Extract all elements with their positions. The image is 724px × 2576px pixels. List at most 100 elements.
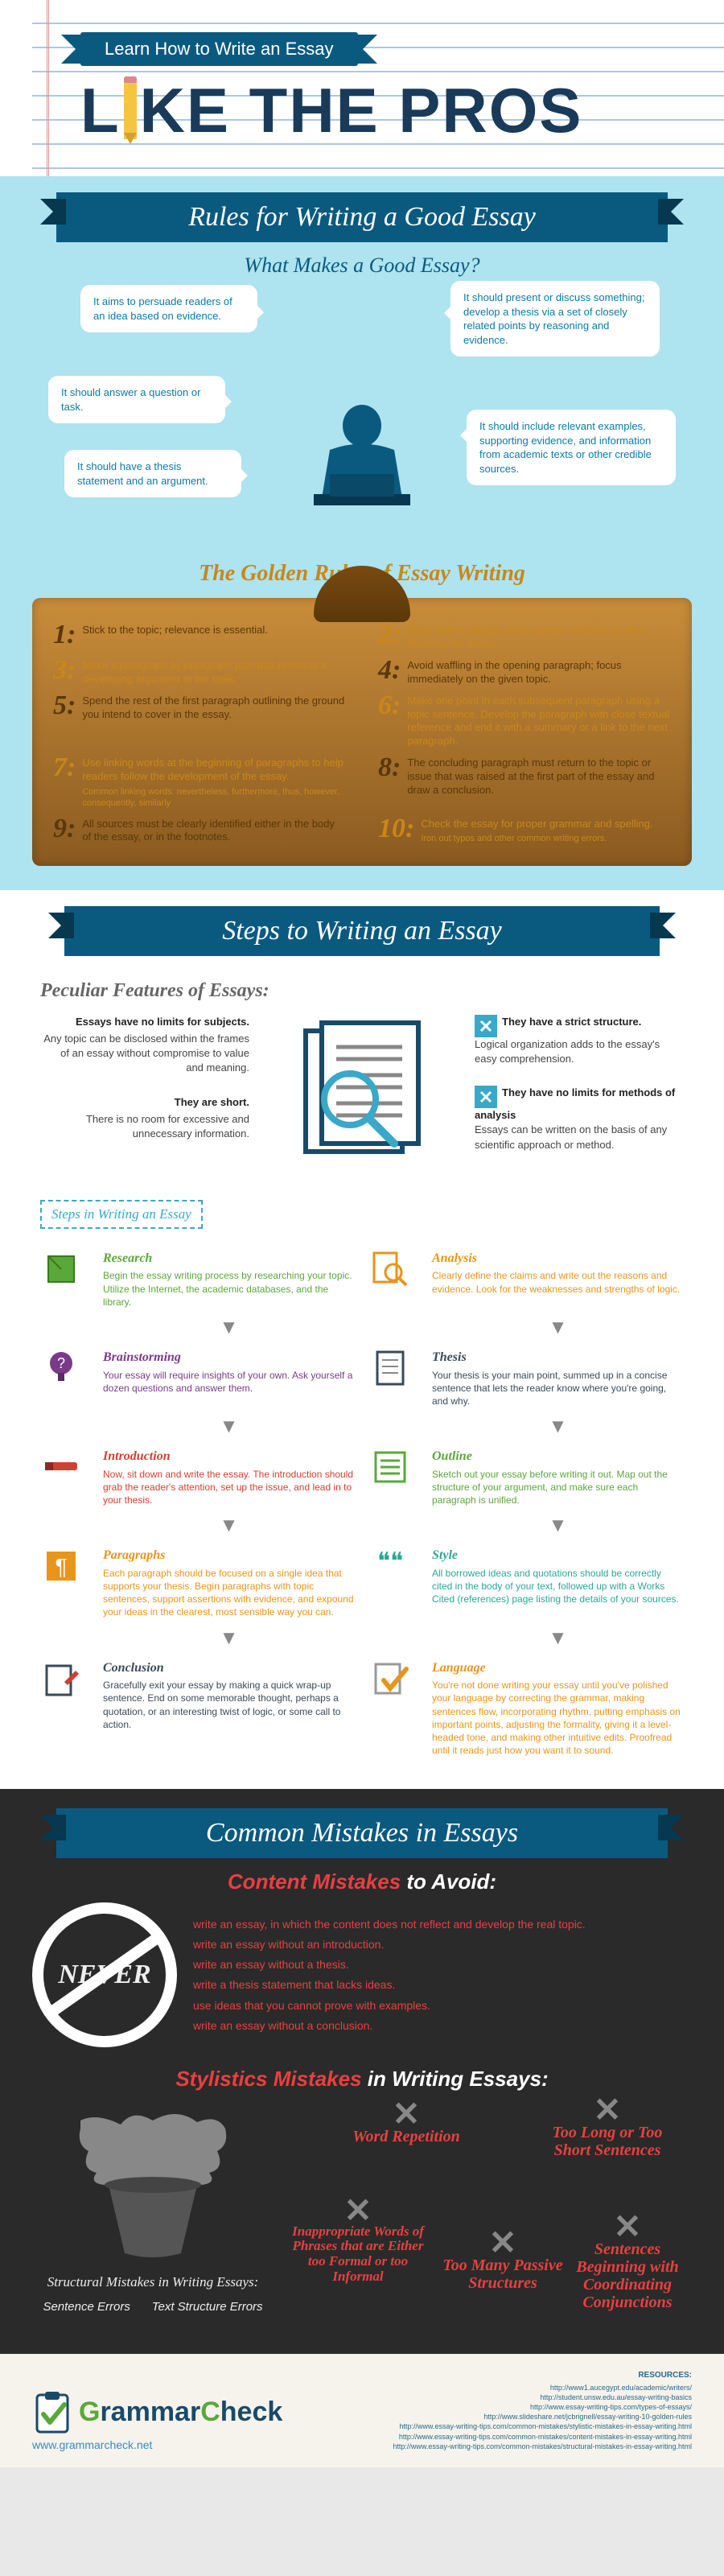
brand-block: GrammarCheck www.grammarcheck.net [32, 2390, 282, 2451]
never-badge-icon: NEVER [32, 1902, 177, 2047]
rule-item: 9:All sources must be clearly identified… [53, 818, 346, 845]
pf-item: They are short.There is no room for exce… [40, 1095, 249, 1142]
step-icon: ❝❝ [369, 1545, 411, 1587]
rule-item: 3:Make a paragraph by paragraph plan tha… [53, 659, 346, 686]
pf-item: They have no limits for methods of analy… [475, 1086, 684, 1152]
step-item: ResearchBegin the essay writing process … [103, 1248, 355, 1309]
style-mistake: Too Many Passive Structures [442, 2225, 563, 2291]
rule-item: 5:Spend the rest of the first paragraph … [53, 694, 346, 749]
rule-item: 10:Check the essay for proper grammar an… [378, 818, 671, 845]
never-item: use ideas that you cannot prove with exa… [193, 1996, 692, 2016]
step-item: ConclusionGracefully exit your essay by … [103, 1658, 355, 1731]
arrow-down-icon: ▼ [103, 1626, 355, 1651]
resources: RESOURCES: http://www1.aucegypt.edu/acad… [298, 2370, 692, 2450]
step-item: ThesisYour thesis is your main point, su… [432, 1347, 684, 1408]
arrow-down-icon: ▼ [432, 1315, 684, 1341]
peculiar-features: Essays have no limits for subjects.Any t… [40, 1015, 684, 1176]
style-mistake: Inappropriate Words of Phrases that are … [290, 2193, 426, 2284]
resource-link: http://www.essay-writing-tips.com/common… [298, 2442, 692, 2451]
resource-link: http://www.essay-writing-tips.com/common… [298, 2432, 692, 2442]
check-clipboard-icon [32, 2390, 72, 2435]
pf-item: They have a strict structure.Logical org… [475, 1015, 684, 1066]
rule-item: 2:Make sure to identify the keywords to … [378, 624, 671, 651]
style-mistake: Word Repetition [346, 2096, 467, 2145]
arrow-down-icon: ▼ [432, 1626, 684, 1651]
arrow-down-icon: ▼ [432, 1414, 684, 1440]
never-item: write an essay, in which the content doe… [193, 1914, 692, 1935]
never-item: write an essay without a conclusion. [193, 2016, 692, 2036]
never-item: write an essay without an introduction. [193, 1935, 692, 1955]
resource-link: http://www.essay-writing-tips.com/types-… [298, 2402, 692, 2412]
rule-item: 7:Use linking words at the beginning of … [53, 756, 346, 809]
step-item: IntroductionNow, sit down and write the … [103, 1446, 355, 1506]
step-item: OutlineSketch out your essay before writ… [432, 1446, 684, 1506]
header-title: LKE THE PROS [80, 74, 708, 152]
thinker-icon [290, 394, 434, 506]
style-mistake: Too Long or Too Short Sentences [547, 2092, 668, 2158]
step-item: ParagraphsEach paragraph should be focus… [103, 1545, 355, 1618]
logo: GrammarCheck [32, 2390, 282, 2435]
step-item: BrainstormingYour essay will require ins… [103, 1347, 355, 1395]
step-icon [40, 1446, 82, 1488]
banner-mistakes: Common Mistakes in Essays [56, 1808, 668, 1858]
pencil-icon [124, 83, 137, 139]
header-ribbon: Learn How to Write an Essay [80, 32, 358, 66]
document-stack-icon [274, 1015, 450, 1176]
pot-block: Structural Mistakes in Writing Essays: S… [32, 2104, 274, 2314]
section-rules: Rules for Writing a Good Essay What Make… [0, 176, 724, 890]
pot-icon [64, 2104, 241, 2265]
bubbles-area: It aims to persuade readers of an idea b… [32, 289, 692, 546]
resource-link: http://www.slideshare.net/jcbrignell/ess… [298, 2412, 692, 2421]
step-item: StyleAll borrowed ideas and quotations s… [432, 1545, 684, 1605]
content-mistakes-title: Content Mistakes to Avoid: [32, 1869, 692, 1894]
never-item: write a thesis statement that lacks idea… [193, 1975, 692, 1995]
svg-text:?: ? [57, 1355, 65, 1371]
step-icon: ¶ [40, 1545, 82, 1587]
never-block: NEVER write an essay, in which the conte… [32, 1902, 692, 2047]
bubble: It should include relevant examples, sup… [467, 410, 676, 485]
bubble: It should present or discuss something; … [450, 281, 660, 357]
never-list: write an essay, in which the content doe… [193, 1914, 692, 2036]
step-item: AnalysisClearly define the claims and wr… [432, 1248, 684, 1296]
pot-labels: Sentence Errors Text Structure Errors [32, 2300, 274, 2314]
step-item: LanguageYou're not done writing your ess… [432, 1658, 684, 1758]
resource-link: http://www1.aucegypt.edu/academic/writer… [298, 2383, 692, 2393]
svg-text:❝❝: ❝❝ [377, 1548, 403, 1575]
step-icon [369, 1446, 411, 1488]
step-icon: ? [40, 1347, 82, 1389]
arrow-down-icon: ▼ [432, 1513, 684, 1539]
never-item: write an essay without a thesis. [193, 1955, 692, 1975]
subtitle-good-essay: What Makes a Good Essay? [32, 253, 692, 278]
rule-item: 8:The concluding paragraph must return t… [378, 756, 671, 809]
footer: GrammarCheck www.grammarcheck.net RESOUR… [0, 2354, 724, 2467]
infographic-page: Learn How to Write an Essay LKE THE PROS… [0, 0, 724, 2467]
step-icon [40, 1658, 82, 1700]
rule-item: 1:Stick to the topic; relevance is essen… [53, 624, 346, 651]
bubble: It should have a thesis statement and an… [64, 450, 241, 497]
banner-steps: Steps to Writing an Essay [64, 906, 660, 956]
stylistics-cloud: Word Repetition Too Long or Too Short Se… [298, 2104, 692, 2330]
bottom-row: Structural Mistakes in Writing Essays: S… [32, 2104, 692, 2330]
pot-title: Structural Mistakes in Writing Essays: [32, 2274, 274, 2290]
peculiar-title: Peculiar Features of Essays: [40, 980, 684, 1002]
pf-item: Essays have no limits for subjects.Any t… [40, 1015, 249, 1076]
arrow-down-icon: ▼ [103, 1513, 355, 1539]
section-mistakes: Common Mistakes in Essays Content Mistak… [0, 1789, 724, 2354]
arrow-down-icon: ▼ [103, 1315, 355, 1341]
rule-item: 4:Avoid waffling in the opening paragrap… [378, 659, 671, 686]
header: Learn How to Write an Essay LKE THE PROS [0, 0, 724, 176]
step-icon [40, 1248, 82, 1290]
steps-label: Steps in Writing an Essay [40, 1200, 203, 1229]
rules-box: 1:Stick to the topic; relevance is essen… [32, 598, 692, 866]
stylistics-title: Stylistics Mistakes in Writing Essays: [32, 2067, 692, 2092]
arrow-down-icon: ▼ [103, 1414, 355, 1440]
section-steps: Steps to Writing an Essay Peculiar Featu… [0, 890, 724, 1790]
banner-rules: Rules for Writing a Good Essay [56, 192, 668, 242]
step-icon [369, 1248, 411, 1290]
resource-link: http://student.unsw.edu.au/essay-writing… [298, 2393, 692, 2402]
resource-link: http://www.essay-writing-tips.com/common… [298, 2421, 692, 2431]
svg-text:¶: ¶ [55, 1554, 67, 1579]
style-mistake: Sentences Beginning with Coordinating Co… [563, 2209, 692, 2310]
step-icon [369, 1658, 411, 1700]
bubble: It aims to persuade readers of an idea b… [80, 285, 257, 332]
